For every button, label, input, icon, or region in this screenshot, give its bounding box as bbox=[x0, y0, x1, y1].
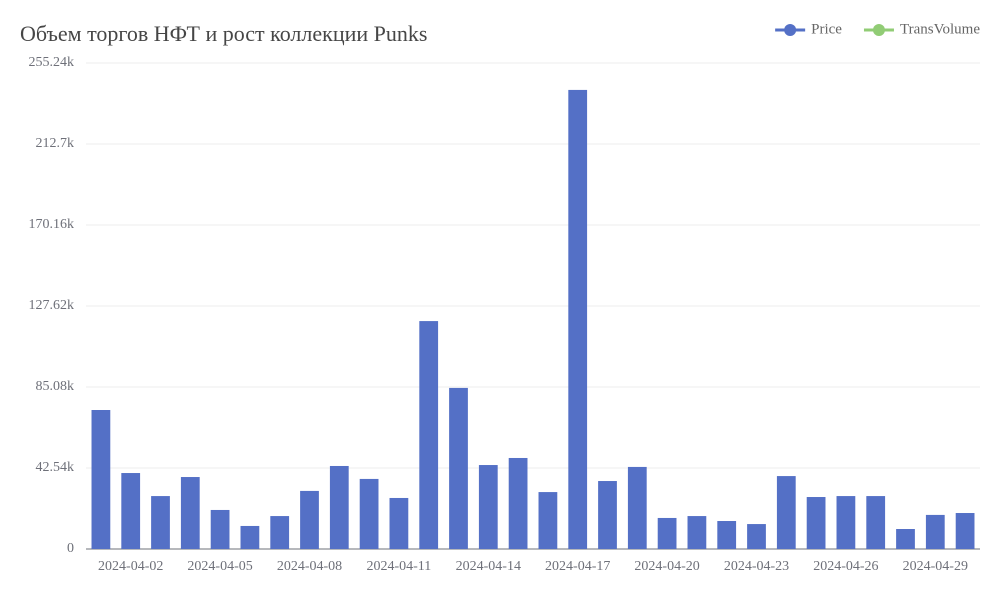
bar bbox=[359, 478, 379, 549]
y-tick-label: 212.7k bbox=[36, 136, 75, 151]
x-tick-label: 2024-04-14 bbox=[456, 559, 521, 574]
bar bbox=[91, 410, 111, 549]
bar bbox=[776, 476, 796, 549]
bar bbox=[955, 513, 975, 549]
bar bbox=[657, 517, 677, 549]
y-tick-label: 85.08k bbox=[36, 379, 75, 394]
bar bbox=[121, 473, 141, 549]
x-tick-label: 2024-04-17 bbox=[545, 559, 610, 574]
bar bbox=[717, 521, 737, 549]
bar bbox=[300, 490, 319, 549]
y-tick-label: 255.24k bbox=[29, 55, 75, 70]
bar bbox=[836, 496, 856, 549]
bar bbox=[151, 496, 170, 549]
bar bbox=[419, 321, 439, 549]
bar bbox=[538, 492, 558, 549]
bar bbox=[478, 465, 498, 549]
bar bbox=[866, 496, 886, 549]
bar bbox=[627, 466, 647, 549]
x-tick-label: 2024-04-02 bbox=[98, 559, 163, 574]
bar bbox=[687, 516, 707, 549]
bar bbox=[329, 465, 349, 549]
bar bbox=[747, 524, 766, 549]
bar bbox=[210, 509, 230, 549]
y-tick-label: 42.54k bbox=[36, 460, 75, 475]
x-tick-label: 2024-04-23 bbox=[724, 559, 789, 574]
y-tick-label: 0 bbox=[67, 541, 74, 556]
bar bbox=[240, 525, 260, 549]
legend-icon-dot bbox=[872, 24, 885, 36]
legend-icon-dot bbox=[784, 24, 797, 36]
x-tick-label: 2024-04-08 bbox=[277, 559, 342, 574]
x-tick-label: 2024-04-05 bbox=[187, 559, 252, 574]
bar bbox=[568, 89, 588, 550]
chart-title: Объем торгов НФТ и рост коллекции Punks bbox=[20, 21, 427, 46]
bar bbox=[598, 481, 617, 549]
y-tick-label: 170.16k bbox=[29, 217, 75, 232]
x-tick-label: 2024-04-26 bbox=[813, 559, 878, 574]
bar bbox=[449, 387, 468, 549]
bar bbox=[270, 516, 290, 549]
bar bbox=[806, 497, 826, 549]
bar bbox=[925, 514, 945, 549]
bar bbox=[508, 457, 528, 549]
bar bbox=[896, 529, 915, 549]
x-tick-label: 2024-04-11 bbox=[366, 559, 431, 574]
bar bbox=[389, 497, 409, 549]
legend-label: TransVolume bbox=[900, 21, 980, 37]
y-tick-label: 127.62k bbox=[29, 298, 75, 313]
x-tick-label: 2024-04-29 bbox=[903, 559, 968, 574]
legend-label: Price bbox=[811, 21, 842, 37]
bar bbox=[180, 477, 200, 549]
x-tick-label: 2024-04-20 bbox=[634, 559, 699, 574]
